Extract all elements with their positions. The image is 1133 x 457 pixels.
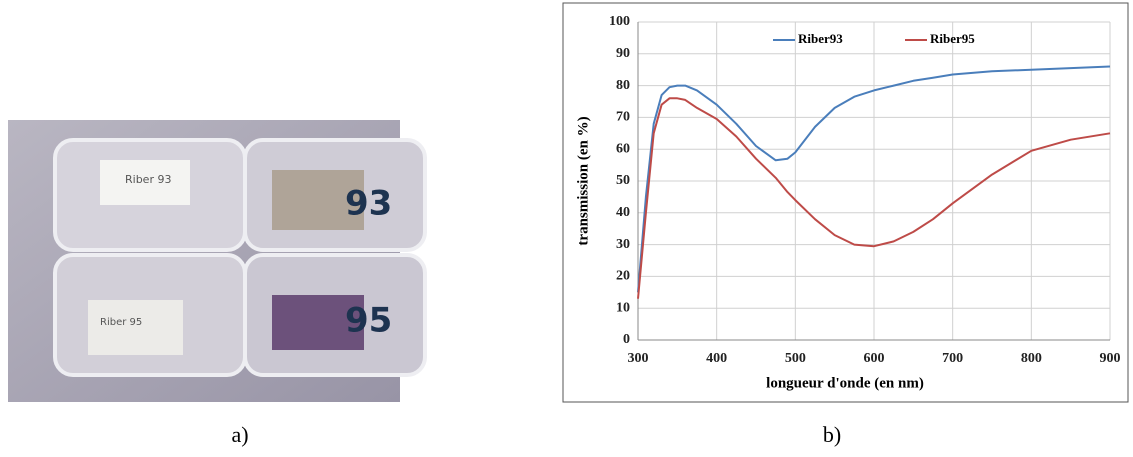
y-tick-label: 90 bbox=[616, 46, 630, 61]
panel-caption: a) bbox=[231, 422, 248, 447]
legend-label: Riber95 bbox=[930, 31, 975, 46]
y-tick-label: 70 bbox=[616, 110, 630, 125]
marker-label: 95 bbox=[345, 301, 392, 341]
panel-caption: b) bbox=[823, 422, 841, 447]
sample-film bbox=[272, 295, 364, 350]
handwritten-label: Riber 93 bbox=[125, 173, 171, 186]
sample-film bbox=[272, 170, 364, 230]
y-tick-label: 60 bbox=[616, 141, 630, 156]
x-tick-label: 300 bbox=[628, 351, 649, 366]
y-tick-label: 50 bbox=[616, 173, 630, 188]
y-tick-label: 30 bbox=[616, 237, 630, 252]
series-line bbox=[637, 97, 1111, 299]
marker-label: 93 bbox=[345, 184, 392, 224]
y-tick-label: 100 bbox=[609, 14, 630, 29]
x-tick-label: 500 bbox=[785, 351, 806, 366]
y-tick-label: 0 bbox=[623, 332, 630, 347]
photo: Riber 93 93 95 Riber 95 bbox=[8, 120, 427, 402]
x-tick-label: 600 bbox=[864, 351, 885, 366]
x-tick-label: 900 bbox=[1100, 351, 1121, 366]
x-tick-label: 800 bbox=[1021, 351, 1042, 366]
legend-label: Riber93 bbox=[798, 31, 843, 46]
y-tick-label: 80 bbox=[616, 78, 630, 93]
y-axis-title: transmission (en %) bbox=[575, 116, 591, 245]
y-tick-label: 40 bbox=[616, 205, 630, 220]
paper-card bbox=[88, 300, 183, 355]
x-tick-label: 400 bbox=[706, 351, 727, 366]
x-axis-title: longueur d'onde (en nm) bbox=[766, 375, 924, 391]
series-line bbox=[637, 65, 1111, 293]
handwritten-label: Riber 95 bbox=[100, 317, 142, 328]
y-tick-label: 20 bbox=[616, 269, 630, 284]
x-tick-label: 700 bbox=[942, 351, 963, 366]
paper-card bbox=[100, 160, 190, 205]
y-tick-label: 10 bbox=[616, 300, 630, 315]
